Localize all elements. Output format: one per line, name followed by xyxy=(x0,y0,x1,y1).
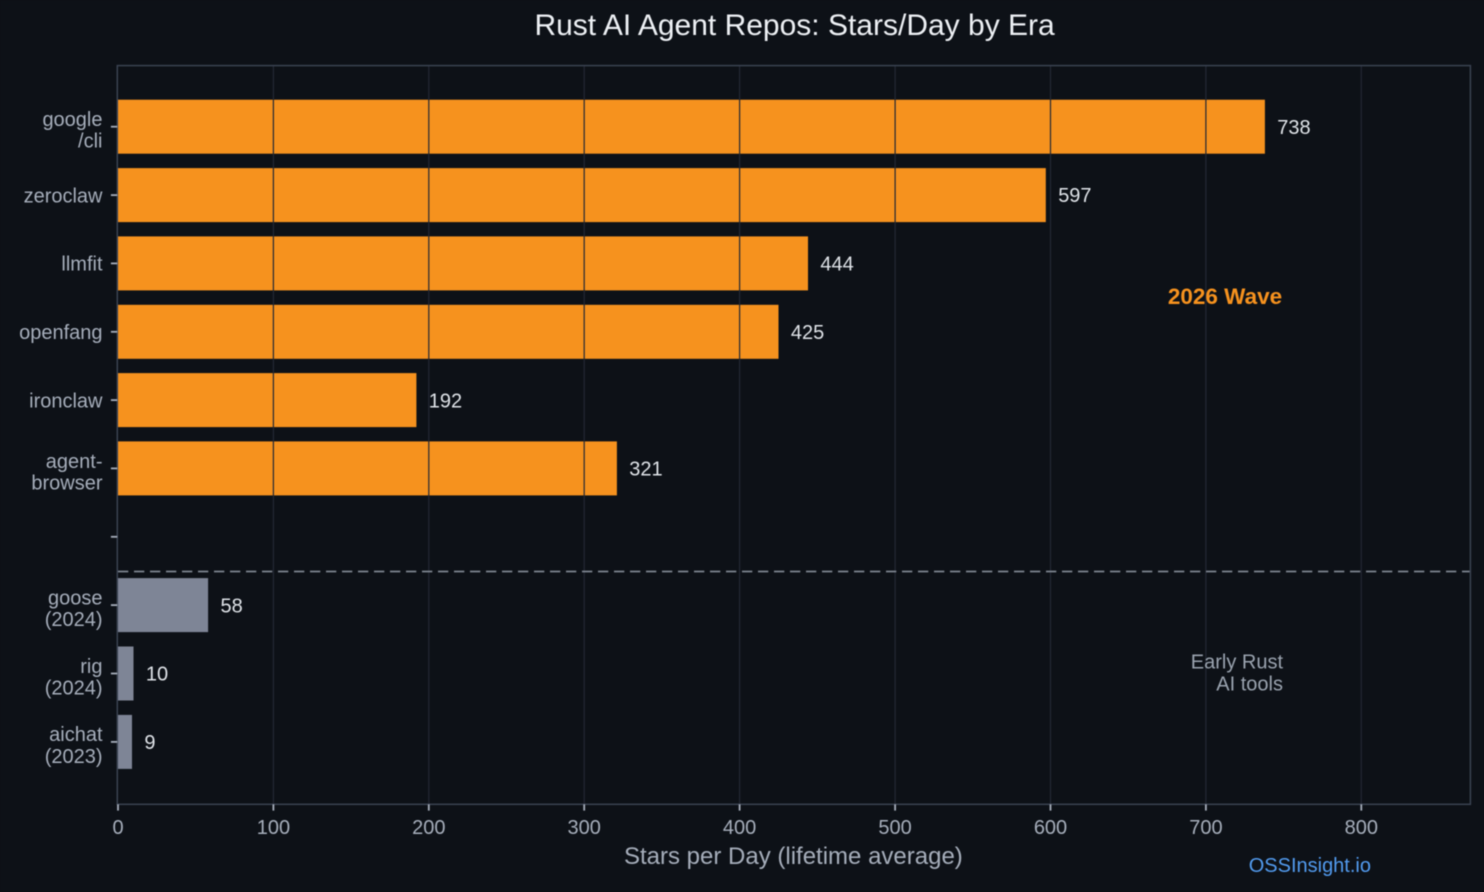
svg-text:321: 321 xyxy=(629,459,662,481)
svg-text:AI tools: AI tools xyxy=(1216,674,1283,696)
svg-text:Rust AI Agent Repos: Stars/Day: Rust AI Agent Repos: Stars/Day by Era xyxy=(534,9,1055,42)
svg-text:444: 444 xyxy=(820,254,853,276)
svg-text:200: 200 xyxy=(412,817,445,839)
svg-text:800: 800 xyxy=(1345,817,1378,839)
svg-text:300: 300 xyxy=(568,817,601,839)
svg-text:OSSInsight.io: OSSInsight.io xyxy=(1249,855,1371,877)
svg-text:rig: rig xyxy=(80,656,102,678)
svg-text:597: 597 xyxy=(1058,185,1091,207)
svg-text:(2024): (2024) xyxy=(45,677,103,699)
svg-text:/cli: /cli xyxy=(78,131,102,153)
svg-text:(2024): (2024) xyxy=(45,609,103,631)
svg-text:Early Rust: Early Rust xyxy=(1191,652,1284,674)
svg-text:58: 58 xyxy=(221,595,243,617)
svg-text:(2023): (2023) xyxy=(45,746,103,768)
svg-text:600: 600 xyxy=(1034,817,1067,839)
svg-text:llmfit: llmfit xyxy=(61,254,103,276)
svg-text:192: 192 xyxy=(429,390,462,412)
svg-text:100: 100 xyxy=(257,817,290,839)
svg-text:400: 400 xyxy=(723,817,756,839)
svg-text:9: 9 xyxy=(144,732,155,754)
svg-text:500: 500 xyxy=(878,817,911,839)
svg-text:zeroclaw: zeroclaw xyxy=(24,185,103,207)
svg-text:browser: browser xyxy=(31,472,102,494)
svg-text:700: 700 xyxy=(1189,817,1222,839)
svg-text:agent-: agent- xyxy=(46,451,103,473)
svg-text:google: google xyxy=(42,109,102,131)
svg-text:0: 0 xyxy=(112,817,123,839)
svg-text:10: 10 xyxy=(146,664,168,686)
svg-text:aichat: aichat xyxy=(49,724,103,746)
svg-text:Stars per Day (lifetime averag: Stars per Day (lifetime average) xyxy=(624,843,963,870)
svg-text:425: 425 xyxy=(791,322,824,344)
svg-text:openfang: openfang xyxy=(19,322,102,344)
svg-text:goose: goose xyxy=(48,588,103,610)
svg-text:2026 Wave: 2026 Wave xyxy=(1168,284,1282,309)
svg-text:738: 738 xyxy=(1277,117,1310,139)
svg-text:ironclaw: ironclaw xyxy=(29,390,103,412)
